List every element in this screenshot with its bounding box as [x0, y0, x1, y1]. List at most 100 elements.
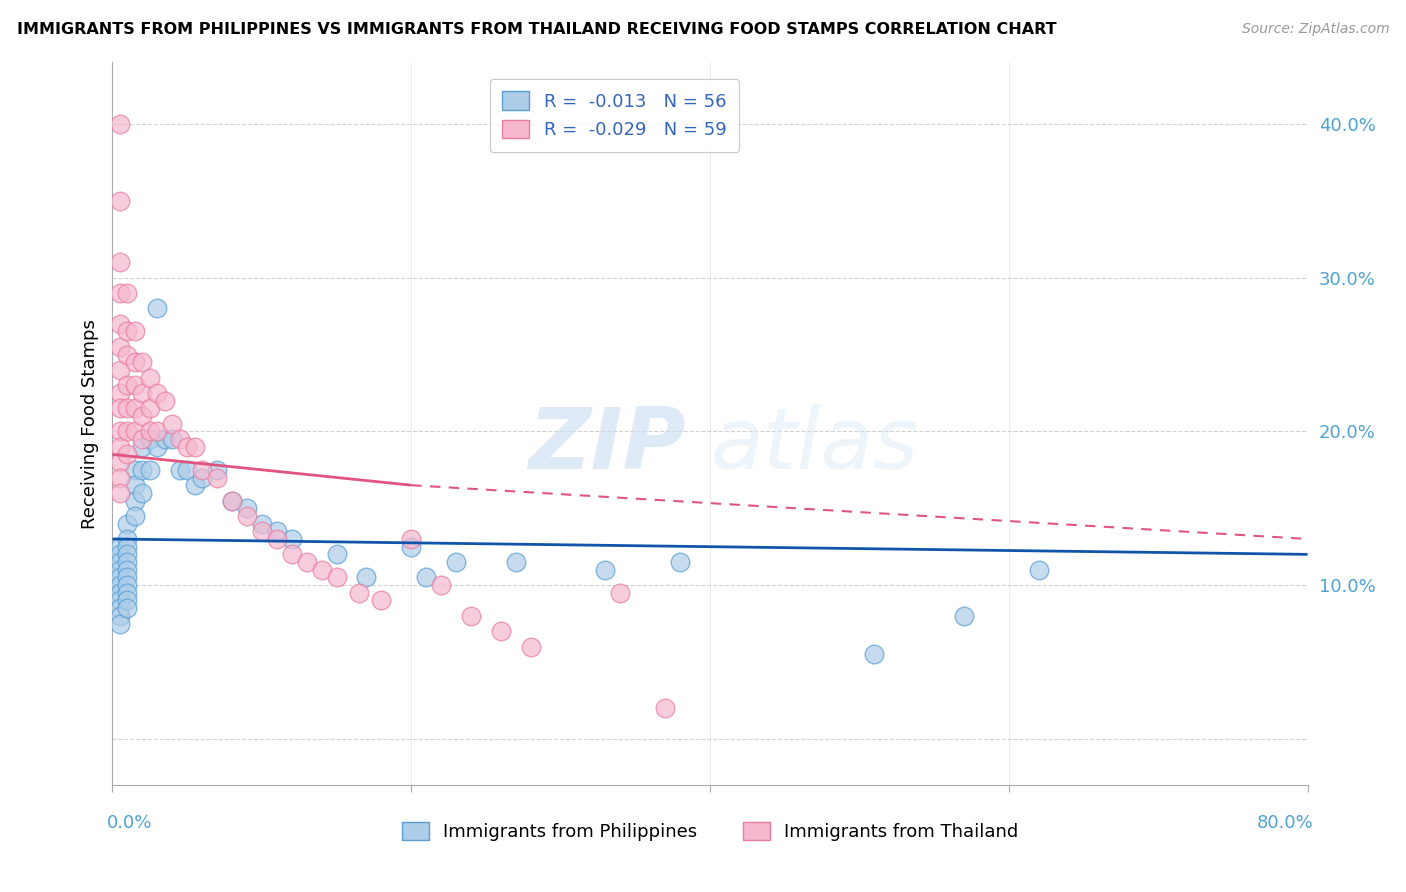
Text: 0.0%: 0.0% [107, 814, 152, 832]
Point [108, 570, 131, 584]
Point [139, 401, 162, 416]
Point [117, 347, 139, 361]
Point [117, 325, 139, 339]
Point [460, 608, 482, 623]
Point [108, 255, 131, 269]
Point [131, 355, 153, 369]
Point [131, 432, 153, 446]
Point [108, 578, 131, 592]
Point [444, 555, 467, 569]
Point [205, 463, 228, 477]
Point [124, 478, 146, 492]
Point [124, 463, 146, 477]
Point [162, 432, 183, 446]
Point [108, 117, 131, 131]
Point [108, 608, 131, 623]
Point [131, 486, 153, 500]
Point [108, 401, 131, 416]
Point [953, 608, 976, 623]
Point [117, 555, 139, 569]
Point [139, 463, 162, 477]
Point [221, 493, 243, 508]
Point [281, 532, 304, 546]
Point [169, 432, 191, 446]
Point [108, 440, 131, 454]
Point [108, 555, 131, 569]
Point [505, 555, 527, 569]
Point [124, 378, 146, 392]
Point [250, 524, 273, 539]
Point [236, 501, 259, 516]
Point [654, 701, 676, 715]
Point [108, 340, 131, 354]
Point [117, 593, 139, 607]
Point [153, 393, 176, 408]
Point [124, 493, 146, 508]
Point [236, 508, 259, 523]
Point [131, 409, 153, 423]
Point [520, 640, 543, 654]
Point [117, 401, 139, 416]
Point [311, 563, 333, 577]
Point [124, 355, 146, 369]
Point [489, 624, 512, 639]
Point [370, 593, 392, 607]
Point [146, 440, 169, 454]
Point [221, 493, 243, 508]
Point [117, 540, 139, 554]
Point [124, 425, 146, 439]
Point [250, 516, 273, 531]
Point [108, 286, 131, 301]
Point [205, 470, 228, 484]
Y-axis label: Receiving Food Stamps: Receiving Food Stamps [80, 318, 98, 529]
Point [117, 563, 139, 577]
Point [295, 555, 318, 569]
Point [131, 386, 153, 401]
Point [146, 386, 169, 401]
Point [183, 478, 205, 492]
Point [191, 463, 214, 477]
Point [169, 463, 191, 477]
Legend: Immigrants from Philippines, Immigrants from Thailand: Immigrants from Philippines, Immigrants … [395, 814, 1025, 848]
Point [117, 586, 139, 600]
Point [356, 570, 378, 584]
Point [117, 516, 139, 531]
Point [108, 601, 131, 615]
Point [183, 440, 205, 454]
Point [176, 440, 198, 454]
Point [117, 578, 139, 592]
Text: 80.0%: 80.0% [1257, 814, 1313, 832]
Point [401, 532, 423, 546]
Point [117, 425, 139, 439]
Point [401, 540, 423, 554]
Point [146, 425, 169, 439]
Text: ZIP: ZIP [529, 404, 686, 487]
Point [117, 447, 139, 461]
Point [108, 563, 131, 577]
Point [108, 540, 131, 554]
Point [108, 616, 131, 631]
Point [124, 401, 146, 416]
Point [117, 570, 139, 584]
Point [430, 578, 453, 592]
Point [117, 532, 139, 546]
Point [108, 425, 131, 439]
Point [108, 363, 131, 377]
Point [117, 601, 139, 615]
Point [117, 547, 139, 561]
Point [131, 463, 153, 477]
Point [108, 386, 131, 401]
Point [117, 286, 139, 301]
Point [162, 417, 183, 431]
Point [669, 555, 692, 569]
Point [124, 508, 146, 523]
Point [108, 317, 131, 331]
Point [108, 586, 131, 600]
Point [139, 432, 162, 446]
Point [131, 440, 153, 454]
Point [281, 547, 304, 561]
Point [1028, 563, 1050, 577]
Point [191, 470, 214, 484]
Point [108, 194, 131, 208]
Point [325, 570, 347, 584]
